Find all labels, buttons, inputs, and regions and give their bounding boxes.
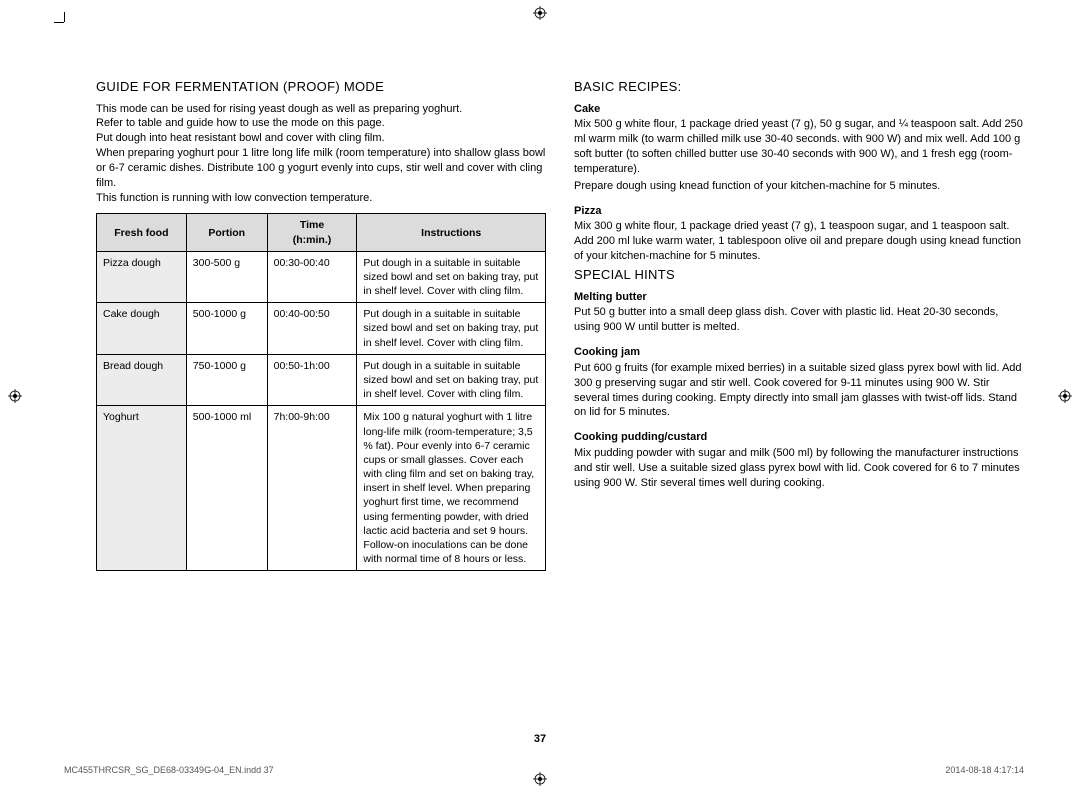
cell-food: Bread dough bbox=[97, 354, 187, 406]
table-row: Pizza dough 300-500 g 00:30-00:40 Put do… bbox=[97, 251, 546, 303]
footer-filename: MC455THRCSR_SG_DE68-03349G-04_EN.indd 37 bbox=[64, 764, 274, 776]
crop-tick bbox=[54, 22, 64, 23]
cell-instructions: Mix 100 g natural yoghurt with 1 litre l… bbox=[357, 406, 546, 571]
melting-butter-body: Put 50 g butter into a small deep glass … bbox=[574, 305, 1024, 335]
cell-portion: 300-500 g bbox=[186, 251, 267, 303]
left-column: GUIDE FOR FERMENTATION (PROOF) MODE This… bbox=[96, 78, 546, 722]
fermentation-intro: This mode can be used for rising yeast d… bbox=[96, 102, 546, 206]
cell-food: Pizza dough bbox=[97, 251, 187, 303]
pizza-body: Mix 300 g white flour, 1 package dried y… bbox=[574, 219, 1024, 264]
cell-food: Cake dough bbox=[97, 303, 187, 355]
cell-instructions: Put dough in a suitable in suitable size… bbox=[357, 303, 546, 355]
cell-instructions: Put dough in a suitable in suitable size… bbox=[357, 354, 546, 406]
th-instructions: Instructions bbox=[357, 214, 546, 251]
th-time: Time(h:min.) bbox=[267, 214, 357, 251]
melting-butter-title: Melting butter bbox=[574, 290, 1024, 305]
cooking-pudding-title: Cooking pudding/custard bbox=[574, 430, 1024, 445]
intro-line: This function is running with low convec… bbox=[96, 191, 546, 206]
fermentation-table: Fresh food Portion Time(h:min.) Instruct… bbox=[96, 213, 546, 571]
cell-time: 7h:00-9h:00 bbox=[267, 406, 357, 571]
pizza-title: Pizza bbox=[574, 204, 1024, 219]
table-row: Bread dough 750-1000 g 00:50-1h:00 Put d… bbox=[97, 354, 546, 406]
cell-food: Yoghurt bbox=[97, 406, 187, 571]
intro-line: This mode can be used for rising yeast d… bbox=[96, 102, 546, 117]
th-portion: Portion bbox=[186, 214, 267, 251]
intro-line: Refer to table and guide how to use the … bbox=[96, 116, 546, 131]
intro-line: Put dough into heat resistant bowl and c… bbox=[96, 131, 546, 146]
basic-recipes-heading: BASIC RECIPES: bbox=[574, 78, 1024, 96]
cake-body2: Prepare dough using knead function of yo… bbox=[574, 179, 1024, 194]
page-content: GUIDE FOR FERMENTATION (PROOF) MODE This… bbox=[96, 78, 1024, 722]
cooking-jam-body: Put 600 g fruits (for example mixed berr… bbox=[574, 361, 1024, 420]
th-food: Fresh food bbox=[97, 214, 187, 251]
registration-mark-left bbox=[8, 389, 22, 403]
cooking-pudding-body: Mix pudding powder with sugar and milk (… bbox=[574, 446, 1024, 491]
registration-mark-right bbox=[1058, 389, 1072, 403]
cake-title: Cake bbox=[574, 102, 1024, 117]
cell-portion: 500-1000 g bbox=[186, 303, 267, 355]
footer-timestamp: 2014-08-18 4:17:14 bbox=[945, 764, 1024, 776]
registration-mark-top bbox=[533, 6, 547, 20]
right-column: BASIC RECIPES: Cake Mix 500 g white flou… bbox=[574, 78, 1024, 722]
page-number: 37 bbox=[0, 732, 1080, 747]
table-row: Cake dough 500-1000 g 00:40-00:50 Put do… bbox=[97, 303, 546, 355]
crop-tick bbox=[64, 12, 65, 22]
cell-portion: 500-1000 ml bbox=[186, 406, 267, 571]
fermentation-heading: GUIDE FOR FERMENTATION (PROOF) MODE bbox=[96, 78, 546, 96]
cell-portion: 750-1000 g bbox=[186, 354, 267, 406]
special-hints-heading: SPECIAL HINTS bbox=[574, 266, 1024, 284]
cell-time: 00:40-00:50 bbox=[267, 303, 357, 355]
cooking-jam-title: Cooking jam bbox=[574, 345, 1024, 360]
cake-body: Mix 500 g white flour, 1 package dried y… bbox=[574, 117, 1024, 176]
cell-time: 00:30-00:40 bbox=[267, 251, 357, 303]
print-footer: MC455THRCSR_SG_DE68-03349G-04_EN.indd 37… bbox=[64, 764, 1024, 776]
cell-instructions: Put dough in a suitable in suitable size… bbox=[357, 251, 546, 303]
intro-line: When preparing yoghurt pour 1 litre long… bbox=[96, 146, 546, 191]
cell-time: 00:50-1h:00 bbox=[267, 354, 357, 406]
table-row: Yoghurt 500-1000 ml 7h:00-9h:00 Mix 100 … bbox=[97, 406, 546, 571]
